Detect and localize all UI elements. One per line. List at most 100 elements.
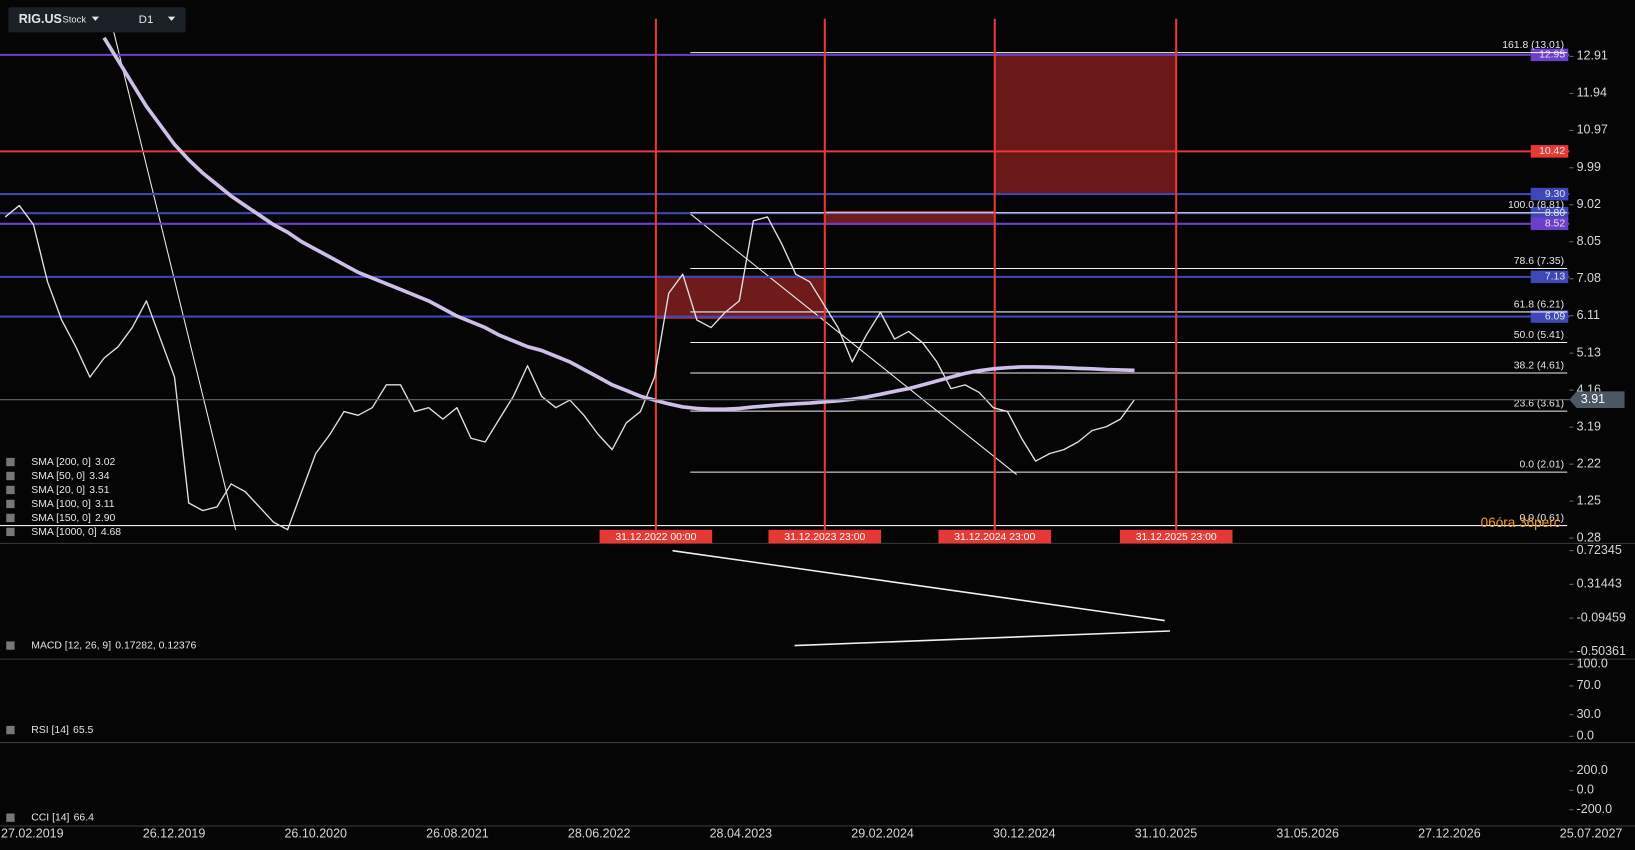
toolbar: RIG.US Stock D1 — [8, 7, 186, 33]
legend-label: SMA [200, 0] 3.02 — [31, 457, 115, 468]
legend-label: SMA [50, 0] 3.34 — [31, 471, 109, 482]
period-label: 31.12.2022 00:00 — [615, 532, 696, 543]
x-tick-label: 31.10.2025 — [1135, 827, 1198, 841]
legend-icon — [6, 813, 15, 822]
level-label: 8.52 — [1545, 219, 1565, 230]
last-price-box — [1569, 391, 1625, 409]
period-label: 31.12.2024 23:00 — [954, 532, 1035, 543]
y-tick-label: 12.91 — [1577, 49, 1608, 63]
x-tick-label: 31.05.2026 — [1276, 827, 1339, 841]
y-tick-label: 2.22 — [1577, 456, 1601, 470]
legend-value: 3.51 — [89, 485, 109, 496]
legend-label: MACD [12, 26, 9] 0.17282, 0.12376 — [31, 640, 196, 651]
y-tick-label: 70.0 — [1577, 678, 1601, 692]
x-tick-label: 26.08.2021 — [426, 827, 489, 841]
legend-value: 0.17282, 0.12376 — [115, 640, 196, 651]
legend-label: RSI [14] 65.5 — [31, 725, 93, 736]
fib-label: 161.8 (13.01) — [1502, 40, 1564, 51]
legend-icon — [6, 725, 15, 735]
legend-icon — [6, 485, 15, 495]
x-tick-label: 27.02.2019 — [1, 827, 64, 841]
period-label-box — [768, 529, 882, 544]
dropdown-arrow[interactable] — [167, 16, 176, 21]
legend-value: 4.68 — [101, 527, 121, 538]
legend-name: SMA [100, 0] — [31, 499, 91, 510]
chart-layer: 12.91 11.94 10.97 9.99 9.02 8.05 7.08 6.11 5.13 4… — [0, 18, 1626, 841]
dropdown-arrow[interactable] — [91, 16, 100, 21]
toolbar-background — [8, 7, 186, 33]
y-tick-label: 0.31443 — [1577, 577, 1622, 591]
trend-line — [110, 18, 237, 530]
fib-label: 0.0 (0.61) — [1520, 513, 1565, 524]
symbol[interactable]: RIG.US — [19, 12, 62, 26]
x-tick-label: 25.07.2027 — [1560, 827, 1623, 841]
y-tick-label: 8.05 — [1577, 234, 1601, 248]
y-tick-label: 6.11 — [1577, 308, 1600, 322]
legend-value: 3.02 — [95, 457, 115, 468]
level-label: 7.13 — [1545, 272, 1565, 283]
level-label: 8.80 — [1545, 208, 1565, 219]
y-tick-label: 0.0 — [1577, 729, 1594, 743]
legend-icon — [6, 457, 15, 467]
y-tick-label: 10.97 — [1577, 123, 1608, 137]
fib-label: 78.6 (7.35) — [1514, 256, 1564, 267]
x-tick-label: 29.02.2024 — [851, 827, 914, 841]
level-label: 6.09 — [1545, 311, 1565, 322]
legend-name: RSI [14] — [31, 725, 69, 736]
fib-label: 100.0 (8.81) — [1508, 200, 1564, 211]
level-label-box — [1530, 217, 1569, 231]
legend-value: 2.90 — [95, 513, 115, 524]
legend-name: SMA [150, 0] — [31, 513, 91, 524]
level-label-box — [1530, 145, 1569, 158]
y-tick-label: 0.72345 — [1577, 543, 1622, 557]
legend-icon — [6, 527, 15, 537]
x-tick-label: 26.10.2020 — [284, 827, 347, 841]
period-label-box — [1119, 529, 1233, 544]
x-tick-label: 28.06.2022 — [568, 827, 631, 841]
legend-label: SMA [100, 0] 3.11 — [31, 499, 114, 510]
legend-label: SMA [150, 0] 2.90 — [31, 513, 115, 524]
fib-label: 61.8 (6.21) — [1514, 299, 1564, 310]
legend-name: MACD [12, 26, 9] — [31, 640, 111, 651]
legend-icon — [6, 641, 15, 650]
legend-icon — [6, 513, 15, 523]
level-label-box — [1530, 270, 1569, 284]
level-label-box — [1530, 187, 1569, 201]
legend-value: 66.4 — [74, 812, 94, 823]
fib-label: 38.2 (4.61) — [1514, 360, 1564, 371]
level-label: 12.95 — [1539, 50, 1565, 61]
legend-name: SMA [200, 0] — [31, 457, 91, 468]
countdown: 06óra 36perc — [1481, 515, 1561, 530]
fib-label: 23.6 (3.61) — [1514, 399, 1564, 410]
legend-icon — [6, 471, 15, 481]
y-tick-label: 9.02 — [1577, 197, 1601, 211]
x-tick-label: 27.12.2026 — [1418, 827, 1481, 841]
legend-label: SMA [20, 0] 3.51 — [31, 485, 109, 496]
x-tick-label: 28.04.2023 — [710, 827, 773, 841]
sma-line — [102, 36, 1135, 412]
last-price-label: 3.91 — [1581, 392, 1605, 406]
legend-icon — [6, 499, 15, 509]
legend-value: 65.5 — [73, 725, 93, 736]
trend-line — [794, 630, 1170, 647]
period-label: 31.12.2023 23:00 — [784, 532, 865, 543]
trend-line — [672, 549, 1165, 622]
fib-label: 0.0 (2.01) — [1520, 460, 1565, 471]
fib-label: 50.0 (5.41) — [1514, 330, 1564, 341]
timeframe[interactable]: D1 — [139, 14, 154, 26]
period-label-box — [938, 529, 1052, 544]
zone — [994, 53, 1177, 195]
level-label-box — [1530, 48, 1569, 62]
legend-name: SMA [20, 0] — [31, 485, 85, 496]
x-tick-label: 26.12.2019 — [143, 827, 206, 841]
y-tick-label: 0.28 — [1577, 530, 1601, 544]
trend-line — [689, 213, 1017, 475]
asset-type: Stock — [63, 14, 87, 24]
legend-label: SMA [1000, 0] 4.68 — [31, 527, 121, 538]
y-tick-label: 0.0 — [1577, 783, 1594, 797]
legend-value: 3.11 — [95, 499, 115, 510]
y-tick-label: 9.99 — [1577, 160, 1601, 174]
level-label-box — [1530, 310, 1569, 323]
